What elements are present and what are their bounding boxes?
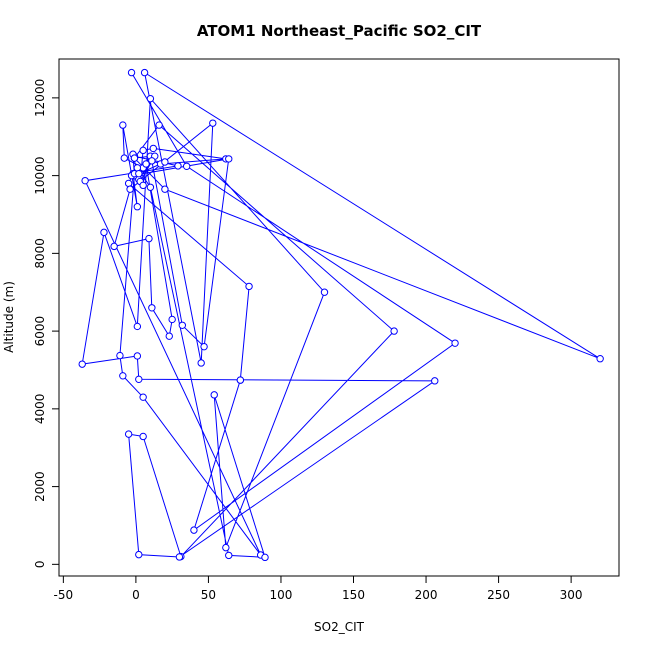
data-point <box>197 359 205 367</box>
data-point <box>175 553 184 561</box>
data-point <box>142 160 150 168</box>
data-point <box>596 355 604 363</box>
data-point <box>119 372 127 380</box>
data-point <box>168 315 176 324</box>
y-axis-label: Altitude (m) <box>2 281 16 353</box>
data-point <box>148 304 156 312</box>
data-point <box>133 322 142 331</box>
x-tick-label: 250 <box>487 588 510 602</box>
data-point <box>110 242 118 251</box>
x-tick-label: 300 <box>560 588 583 602</box>
data-point <box>165 332 173 340</box>
data-point <box>145 234 153 243</box>
data-point <box>130 154 139 162</box>
data-point <box>149 144 158 153</box>
data-point <box>116 351 124 360</box>
data-point <box>133 203 142 211</box>
x-tick-label: -50 <box>54 588 74 602</box>
data-point <box>133 352 142 360</box>
data-point <box>140 68 149 77</box>
data-point <box>182 162 191 170</box>
data-point <box>146 183 155 191</box>
y-tick-label: 0 <box>33 561 47 569</box>
data-point <box>146 94 155 103</box>
x-tick-label: 50 <box>201 588 216 602</box>
data-point <box>245 282 253 291</box>
data-point <box>139 393 147 401</box>
y-tick-label: 10000 <box>33 157 47 195</box>
data-point <box>200 342 208 351</box>
data-point <box>119 121 127 129</box>
y-axis: 0 2000 4000 6000 8000 10000 12000 <box>33 79 60 569</box>
data-point <box>225 155 233 163</box>
data-point <box>222 543 230 552</box>
data-point <box>135 169 143 178</box>
data-point <box>100 228 108 237</box>
data-point <box>451 339 459 347</box>
data-point <box>431 377 439 385</box>
data-point <box>161 185 169 193</box>
data-point <box>320 288 329 296</box>
x-axis: -50 0 50 100 150 200 250 300 <box>54 575 583 602</box>
data-point <box>120 154 128 162</box>
data-point <box>139 181 147 190</box>
data-point <box>78 360 86 368</box>
data-point <box>127 68 136 77</box>
data-point <box>225 551 233 560</box>
data-point <box>178 321 187 329</box>
data-point <box>135 550 143 559</box>
y-tick-label: 12000 <box>33 79 47 117</box>
y-tick-label: 2000 <box>33 471 47 502</box>
data-point <box>126 185 134 193</box>
data-point <box>190 526 198 534</box>
data-point <box>161 158 169 166</box>
x-tick-label: 100 <box>270 588 293 602</box>
data-point <box>174 162 182 170</box>
y-tick-label: 6000 <box>33 316 47 347</box>
data-point <box>261 553 269 562</box>
data-point <box>209 119 217 127</box>
data-point <box>210 391 218 399</box>
x-axis-label: SO2_CIT <box>314 620 365 634</box>
data-point <box>135 375 143 384</box>
y-tick-label: 4000 <box>33 394 47 425</box>
data-point <box>81 176 89 185</box>
series-layer <box>78 68 604 562</box>
data-point <box>155 121 163 129</box>
data-point <box>236 376 245 384</box>
x-tick-label: 200 <box>415 588 438 602</box>
data-point <box>390 327 398 335</box>
x-tick-label: 150 <box>342 588 365 602</box>
x-tick-label: 0 <box>132 588 140 602</box>
data-point <box>148 157 156 165</box>
data-point <box>139 146 147 155</box>
y-tick-label: 8000 <box>33 238 47 269</box>
data-point <box>124 430 133 438</box>
data-point <box>139 432 147 441</box>
chart-title: ATOM1 Northeast_Pacific SO2_CIT <box>197 22 482 40</box>
